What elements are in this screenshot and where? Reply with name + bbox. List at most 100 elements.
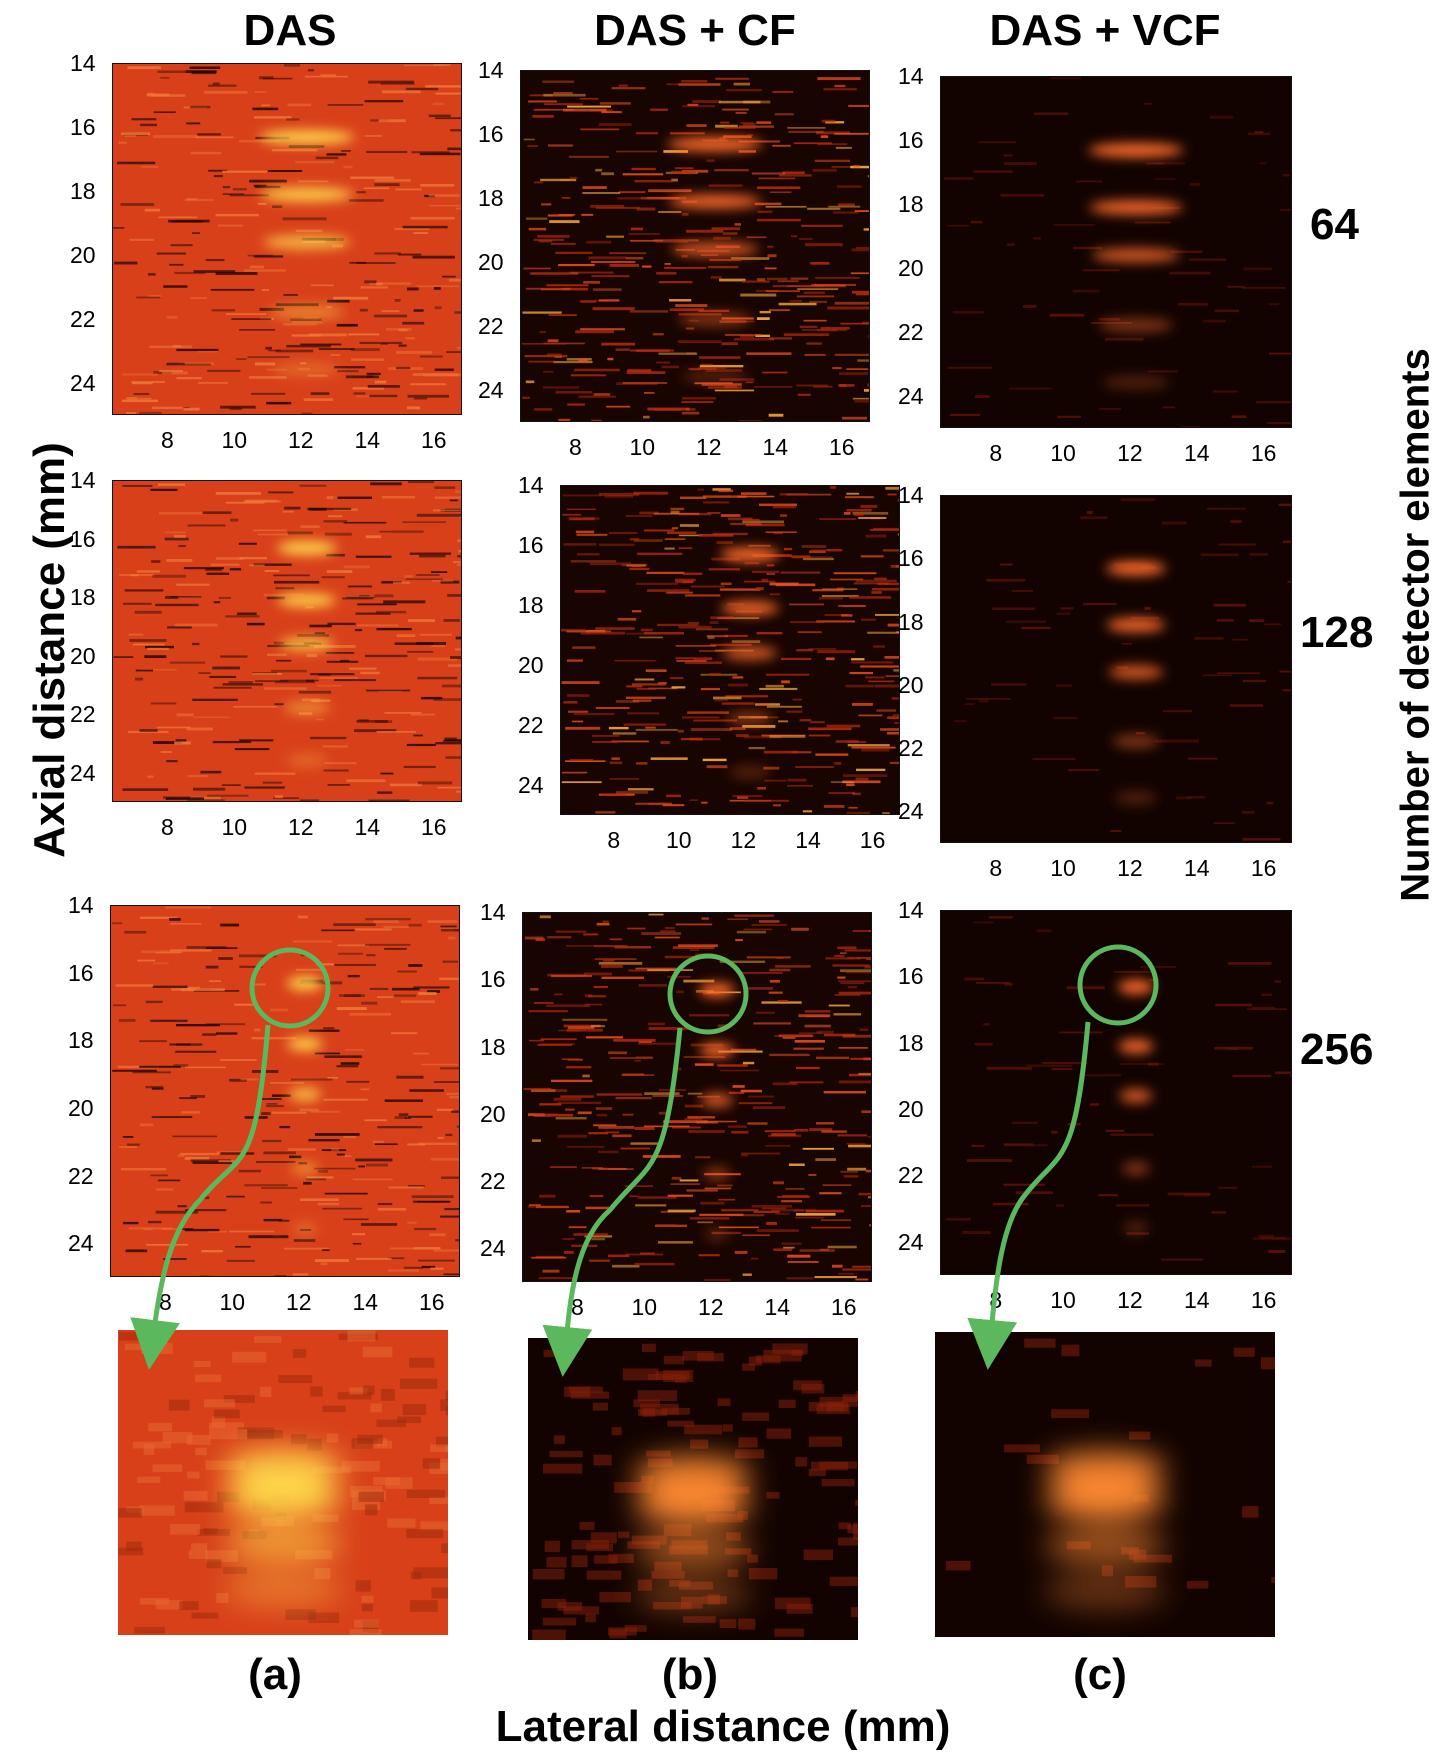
axial-tick-label: 22 [478, 313, 504, 339]
column-header-das-vcf: DAS + VCF [989, 6, 1221, 55]
column-header-das-cf: DAS + CF [594, 6, 796, 55]
axial-tick-label: 14 [898, 897, 924, 923]
image-panel-cf-0 [520, 70, 870, 422]
lateral-tick-label: 10 [221, 427, 248, 453]
axial-tick-label: 18 [898, 608, 924, 635]
axial-tick-label: 16 [898, 127, 924, 153]
lateral-tick-label: 16 [829, 434, 855, 460]
lateral-tick-label: 14 [354, 814, 381, 840]
lateral-tick-label: 12 [698, 1294, 724, 1320]
lateral-tick-label: 10 [631, 1294, 658, 1320]
axial-tick-label: 24 [898, 383, 924, 409]
axial-tick-label: 18 [898, 191, 924, 217]
axial-tick-label: 16 [898, 963, 924, 990]
axial-tick-label: 22 [898, 735, 924, 762]
caption-a: (a) [248, 1650, 302, 1699]
lateral-tick-label: 14 [352, 1289, 379, 1315]
lateral-tick-label: 16 [859, 827, 886, 853]
axial-tick-label: 18 [518, 592, 544, 618]
lateral-tick-label: 8 [607, 827, 621, 853]
lateral-tick-label: 8 [989, 855, 1003, 881]
lateral-tick-label: 10 [1050, 440, 1076, 466]
axial-tick-label: 16 [898, 545, 924, 572]
lateral-tick-label: 16 [831, 1294, 857, 1320]
axial-tick-label: 14 [898, 482, 924, 508]
image-panel-das-2 [110, 905, 460, 1277]
lateral-tick-label: 12 [288, 427, 314, 453]
lateral-tick-label: 14 [795, 827, 821, 853]
lateral-tick-label: 12 [1117, 1287, 1143, 1313]
caption-c: (c) [1073, 1650, 1127, 1699]
axial-tick-label: 20 [70, 242, 96, 268]
lateral-tick-label: 10 [1050, 855, 1076, 881]
caption-b: (b) [661, 1650, 719, 1699]
lateral-tick-label: 10 [629, 434, 656, 460]
axial-tick-label: 20 [898, 1096, 924, 1123]
axial-tick-label: 22 [898, 1162, 924, 1189]
axial-tick-label: 22 [480, 1168, 506, 1195]
lateral-tick-label: 16 [1250, 855, 1277, 881]
zoom-inset-vcf [935, 1332, 1275, 1637]
axial-tick-label: 14 [70, 50, 96, 76]
axial-tick-label: 16 [70, 114, 96, 140]
axial-tick-label: 24 [70, 759, 96, 786]
axial-tick-label: 18 [898, 1029, 924, 1056]
lateral-tick-label: 14 [762, 434, 789, 460]
axial-tick-label: 20 [478, 249, 504, 275]
axial-tick-label: 24 [478, 377, 504, 403]
axial-tick-label: 24 [518, 772, 544, 798]
lateral-tick-label: 12 [730, 827, 757, 853]
axial-tick-label: 14 [480, 899, 506, 925]
lateral-tick-label: 12 [288, 814, 314, 840]
axial-tick-label: 14 [70, 467, 96, 493]
lateral-tick-label: 8 [159, 1289, 172, 1315]
axial-tick-label: 16 [68, 959, 94, 986]
image-panel-vcf-0 [940, 76, 1292, 428]
axial-distance-label: Axial distance (mm) [25, 442, 74, 858]
axial-tick-label: 18 [478, 185, 504, 211]
axial-tick-label: 24 [70, 370, 96, 396]
axial-tick-label: 22 [518, 712, 544, 738]
axial-tick-label: 20 [68, 1094, 94, 1121]
detector-elements-label: Number of detector elements [1393, 348, 1438, 902]
axial-tick-label: 24 [68, 1230, 94, 1257]
axial-tick-label: 14 [478, 57, 504, 83]
lateral-tick-label: 12 [1117, 440, 1143, 466]
row-label-64: 64 [1310, 200, 1359, 249]
axial-tick-label: 20 [518, 652, 544, 678]
lateral-tick-label: 16 [1250, 1287, 1277, 1313]
axial-tick-label: 20 [898, 255, 924, 281]
lateral-tick-label: 8 [161, 814, 174, 840]
column-header-das: DAS [243, 6, 337, 55]
axial-tick-label: 16 [518, 532, 544, 558]
zoom-inset-das [118, 1330, 448, 1635]
lateral-tick-label: 16 [419, 1289, 445, 1315]
lateral-tick-label: 14 [764, 1294, 791, 1320]
lateral-tick-label: 8 [989, 1287, 1003, 1313]
image-panel-cf-2 [522, 912, 872, 1282]
lateral-tick-label: 10 [221, 814, 248, 840]
axial-tick-label: 14 [518, 472, 544, 498]
lateral-tick-label: 14 [354, 427, 381, 453]
lateral-tick-label: 14 [1183, 1287, 1210, 1313]
axial-tick-label: 16 [480, 966, 506, 993]
axial-tick-label: 22 [70, 701, 96, 728]
lateral-tick-label: 10 [219, 1289, 246, 1315]
axial-tick-label: 20 [70, 642, 96, 669]
axial-tick-label: 22 [898, 319, 924, 345]
axial-tick-label: 14 [898, 63, 924, 89]
axial-tick-label: 18 [70, 584, 96, 611]
image-panel-vcf-2 [940, 910, 1292, 1275]
lateral-tick-label: 12 [1117, 855, 1143, 881]
axial-tick-label: 20 [480, 1100, 506, 1127]
axial-tick-label: 22 [68, 1162, 94, 1189]
axial-tick-label: 24 [898, 1228, 924, 1255]
axial-tick-label: 14 [68, 892, 94, 918]
image-panel-vcf-1 [940, 495, 1292, 843]
axial-tick-label: 24 [898, 798, 924, 825]
row-label-128: 128 [1300, 608, 1374, 657]
lateral-tick-label: 12 [286, 1289, 312, 1315]
image-panel-das-0 [112, 63, 462, 415]
lateral-tick-label: 8 [571, 1294, 584, 1320]
axial-tick-label: 18 [70, 178, 96, 204]
